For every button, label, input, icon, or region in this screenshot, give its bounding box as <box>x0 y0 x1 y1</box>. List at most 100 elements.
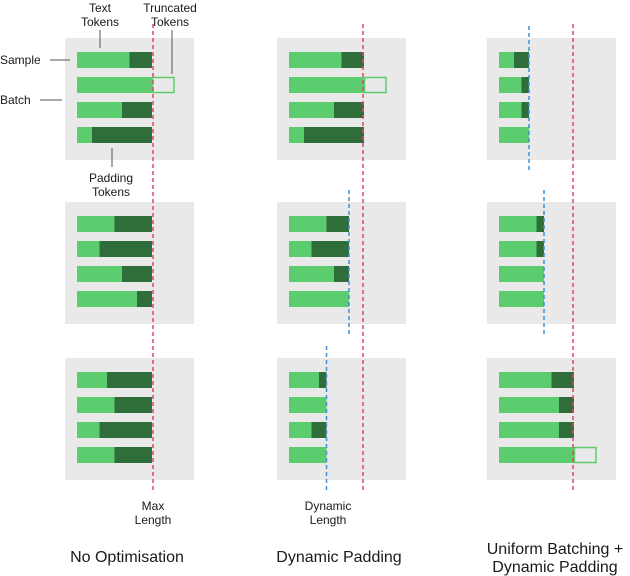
batch-panel <box>65 358 194 480</box>
text-token-segment <box>289 266 334 282</box>
annotation-padding-tokens: Padding Tokens <box>89 148 133 199</box>
sample-row <box>289 241 349 257</box>
truncated-tokens-label-1: Truncated <box>143 1 197 15</box>
text-token-segment <box>77 291 137 307</box>
padding-token-segment <box>304 127 364 143</box>
sample-row <box>289 127 364 143</box>
text-token-segment <box>289 422 312 438</box>
max-length-label-1: Max <box>142 499 165 513</box>
sample-row <box>499 241 544 257</box>
padding-token-segment <box>514 52 529 68</box>
text-token-segment <box>77 102 122 118</box>
padding-token-segment <box>122 102 152 118</box>
padding-token-segment <box>122 266 152 282</box>
text-token-segment <box>77 397 115 413</box>
sample-row <box>77 372 152 388</box>
padding-token-segment <box>114 216 152 232</box>
sample-row <box>499 127 529 143</box>
sample-row <box>77 102 152 118</box>
column-title-uniform-batching-line-2: Dynamic Padding <box>492 559 617 576</box>
truncated-token-segment <box>573 446 597 464</box>
sample-row <box>289 372 327 388</box>
sample-row <box>499 52 529 68</box>
sample-row <box>77 397 152 413</box>
text-token-segment <box>289 216 327 232</box>
sample-row <box>77 422 152 438</box>
annotation-max-length: Max Length <box>135 499 172 527</box>
padding-tokens-label-1: Padding <box>89 171 133 185</box>
annotation-sample: Sample <box>0 53 70 67</box>
truncated-token-segment <box>363 76 387 94</box>
text-token-segment <box>499 52 514 68</box>
padding-token-segment <box>334 266 349 282</box>
padding-token-segment <box>536 216 544 232</box>
batch-label: Batch <box>0 93 31 107</box>
truncated-tokens-label-2: Tokens <box>151 15 189 29</box>
text-token-segment <box>77 372 107 388</box>
padding-token-segment <box>137 291 152 307</box>
text-token-segment <box>289 77 364 93</box>
text-token-segment <box>77 241 100 257</box>
padding-token-segment <box>326 216 349 232</box>
sample-row <box>289 266 349 282</box>
sample-row <box>499 291 544 307</box>
batch-panel <box>65 202 194 324</box>
batch-panel <box>277 38 406 160</box>
dynamic-length-label-1: Dynamic <box>305 499 352 513</box>
dynamic-length-label-2: Length <box>310 513 347 527</box>
padding-token-segment <box>521 77 529 93</box>
text-token-segment <box>499 102 522 118</box>
text-token-segment <box>499 447 574 463</box>
text-token-segment <box>77 266 122 282</box>
sample-row <box>499 397 574 413</box>
text-token-segment <box>499 397 559 413</box>
padding-token-segment <box>129 52 152 68</box>
sample-row <box>77 266 152 282</box>
padding-token-segment <box>114 447 152 463</box>
lines-layer <box>152 24 574 492</box>
text-tokens-label-2: Tokens <box>81 15 119 29</box>
text-token-segment <box>289 52 342 68</box>
padding-token-segment <box>559 397 574 413</box>
padding-token-segment <box>92 127 152 143</box>
padding-token-segment <box>341 52 364 68</box>
text-tokens-label-1: Text <box>89 1 112 15</box>
text-token-segment <box>289 372 319 388</box>
sample-row <box>289 102 364 118</box>
sample-label: Sample <box>0 53 41 67</box>
sample-row <box>77 447 152 463</box>
batch-panel <box>487 358 616 480</box>
column-title-dynamic-padding: Dynamic Padding <box>276 549 401 566</box>
text-token-segment <box>289 102 334 118</box>
padding-token-segment <box>99 241 152 257</box>
text-token-segment <box>499 127 529 143</box>
batch-panel <box>65 38 194 160</box>
sample-row <box>499 372 574 388</box>
text-token-segment <box>77 77 152 93</box>
text-token-segment <box>289 447 327 463</box>
sample-row <box>289 397 327 413</box>
padding-token-segment <box>559 422 574 438</box>
padding-token-segment <box>319 372 327 388</box>
padding-token-segment <box>107 372 152 388</box>
sample-row <box>77 127 152 143</box>
text-token-segment <box>289 291 349 307</box>
column-title-uniform-batching-line-1: Uniform Batching + <box>487 541 624 558</box>
text-token-segment <box>289 397 327 413</box>
text-token-segment <box>77 447 115 463</box>
sample-row <box>289 291 349 307</box>
panels-layer <box>65 38 616 480</box>
text-token-segment <box>499 422 559 438</box>
text-token-segment <box>499 372 552 388</box>
padding-token-segment <box>311 422 327 438</box>
padding-token-segment <box>311 241 349 257</box>
padding-token-segment <box>99 422 152 438</box>
sample-row <box>499 446 597 464</box>
sample-row <box>289 422 327 438</box>
sample-row <box>289 52 364 68</box>
sample-row <box>77 52 152 68</box>
text-token-segment <box>77 216 115 232</box>
text-token-segment <box>499 216 537 232</box>
batch-panel <box>277 202 406 324</box>
